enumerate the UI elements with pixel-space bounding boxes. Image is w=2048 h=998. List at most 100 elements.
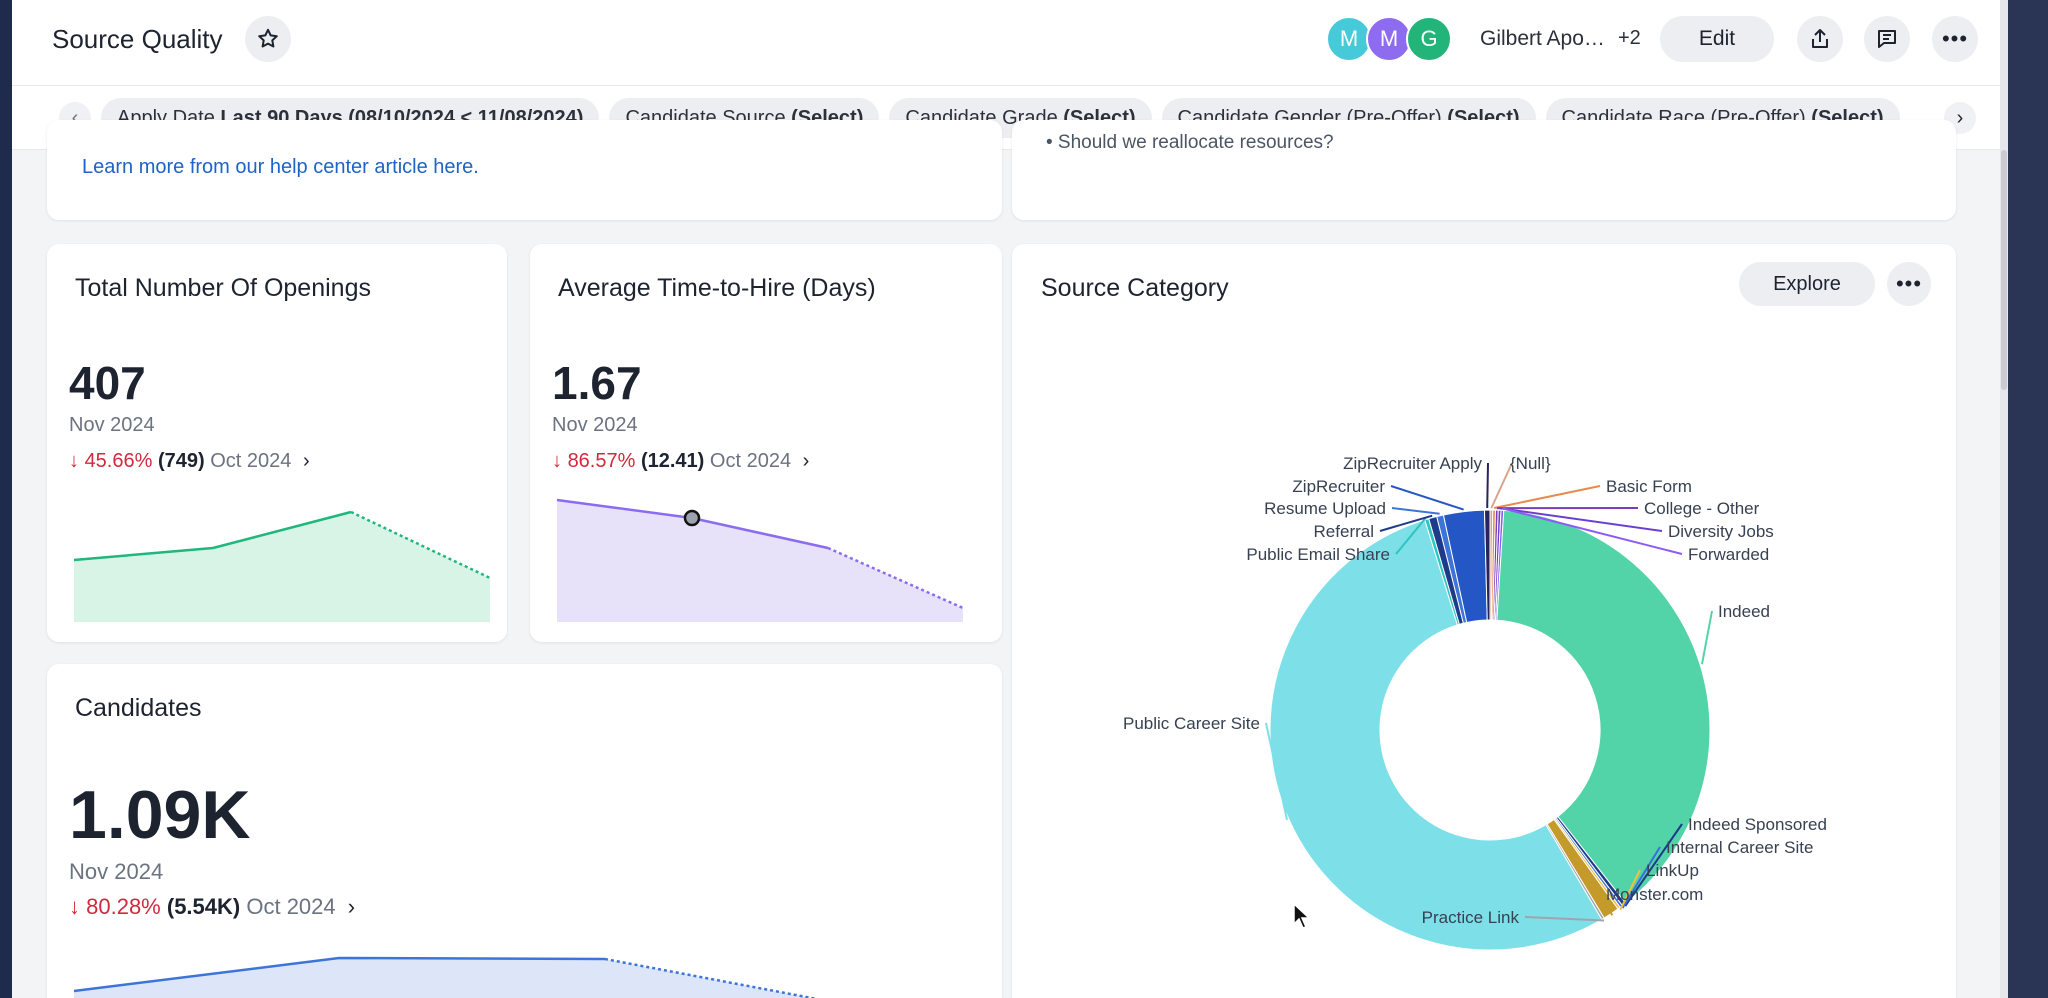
donut-leader-line: [1395, 516, 1427, 555]
card-title: Average Time-to-Hire (Days): [558, 274, 876, 302]
scrollbar-thumb[interactable]: [2001, 150, 2007, 390]
mouse-cursor-icon: [1293, 902, 1311, 929]
donut-leader-line: [1499, 507, 1663, 532]
donut-leader-line: [1265, 722, 1289, 821]
kpi-change[interactable]: ↓ 80.28% (5.54K) Oct 2024 ›: [69, 894, 356, 919]
donut-leader-line: [1493, 485, 1601, 510]
chevron-right-icon: ›: [347, 894, 356, 919]
chevron-left-icon: ‹: [71, 106, 79, 129]
candidates-card: Candidates 1.09K Nov 2024 ↓ 80.28% (5.54…: [47, 664, 1002, 998]
edit-button[interactable]: Edit: [1660, 16, 1774, 62]
kpi-change[interactable]: ↓ 45.66% (749) Oct 2024 ›: [69, 450, 310, 472]
donut-label: Public Email Share: [1246, 545, 1390, 564]
donut-label: Internal Career Site: [1666, 838, 1813, 857]
sparkline-area: [557, 500, 963, 622]
more-dots-icon: •••: [1895, 271, 1923, 296]
donut-leader-line: [1391, 507, 1440, 515]
sparkline-line: [73, 510, 352, 562]
donut-label: Resume Upload: [1264, 499, 1386, 518]
donut-label: ZipRecruiter: [1292, 477, 1385, 496]
openings-sparkline: [73, 510, 491, 622]
sparkline-projection: [350, 510, 491, 580]
card-more-options-button[interactable]: •••: [1887, 262, 1931, 306]
kpi-date: Nov 2024: [69, 859, 164, 884]
kpi-value: 1.09K: [69, 777, 251, 853]
dashboard-header: Source Quality M M G Gilbert Apo… +2 Edi…: [12, 0, 2000, 86]
donut-label: Indeed Sponsored: [1688, 815, 1827, 834]
kpi-date: Nov 2024: [69, 414, 155, 436]
sparkline-projection: [827, 546, 964, 610]
arrow-down-icon: ↓: [69, 894, 80, 919]
avatar[interactable]: M: [1326, 16, 1372, 62]
time-to-hire-sparkline: [556, 498, 964, 622]
favorite-star-button[interactable]: [245, 16, 291, 62]
donut-label: LinkUp: [1646, 861, 1699, 880]
candidates-sparkline: [73, 956, 819, 998]
more-dots-icon: •••: [1941, 26, 1969, 51]
donut-leader-line: [1490, 462, 1513, 509]
help-center-link[interactable]: Learn more from our help center article …: [82, 156, 479, 178]
app-window: Source Quality M M G Gilbert Apo… +2 Edi…: [12, 0, 2000, 998]
insights-card: • Should we reallocate resources?: [1012, 120, 1956, 220]
donut-label: Practice Link: [1422, 908, 1520, 927]
donut-label: College - Other: [1644, 499, 1760, 518]
comments-button[interactable]: [1864, 16, 1910, 62]
source-category-card: Source Category Explore ••• {Null} Basic …: [1012, 244, 1956, 998]
kpi-change[interactable]: ↓ 86.57% (12.41) Oct 2024 ›: [552, 450, 810, 472]
donut-leader-line: [1486, 462, 1489, 509]
sparkline-area: [74, 958, 812, 998]
donut-slice[interactable]: [1269, 519, 1603, 951]
sparkline-line: [73, 956, 606, 993]
comment-icon: [1878, 30, 1896, 48]
card-title: Total Number Of Openings: [75, 274, 371, 302]
donut-label: Monster.com: [1606, 885, 1703, 904]
donut-leader-line: [1621, 846, 1661, 909]
donut-label: Basic Form: [1606, 477, 1692, 496]
donut-label: Indeed: [1718, 602, 1770, 621]
source-category-donut-chart: {Null} Basic Form College - Other Diversity…: [1123, 454, 1827, 951]
share-button[interactable]: [1797, 16, 1843, 62]
insight-text: • Should we reallocate resources?: [1046, 132, 1334, 153]
owner-name[interactable]: Gilbert Apo…: [1480, 27, 1605, 50]
donut-label: Diversity Jobs: [1668, 522, 1774, 541]
explore-button[interactable]: Explore: [1739, 262, 1875, 306]
star-icon: [258, 28, 278, 48]
donut-leader-line: [1379, 514, 1433, 532]
donut-leader-line: [1701, 610, 1713, 665]
donut-leader-line: [1624, 823, 1683, 907]
avatar[interactable]: G: [1406, 16, 1452, 62]
donut-label: Referral: [1314, 522, 1374, 541]
share-icon: [1812, 29, 1828, 48]
kpi-value: 407: [69, 357, 146, 409]
more-options-button[interactable]: •••: [1932, 16, 1978, 62]
arrow-down-icon: ↓: [552, 450, 562, 472]
more-collaborators-count[interactable]: +2: [1618, 27, 1641, 49]
page-title: Source Quality: [52, 24, 223, 54]
background-window-edge: [2000, 0, 2048, 998]
time-to-hire-card: Average Time-to-Hire (Days) 1.67 Nov 202…: [530, 244, 1002, 642]
sparkline-projection: [604, 957, 819, 998]
donut-label: Public Career Site: [1123, 714, 1260, 733]
donut-leader-line: [1524, 916, 1605, 922]
donut-label: Forwarded: [1688, 545, 1769, 564]
donut-leader-line: [1502, 507, 1683, 555]
donut-slice[interactable]: [1496, 509, 1711, 904]
donut-leader-line: [1390, 485, 1464, 511]
donut-label: ZipRecruiter Apply: [1343, 454, 1482, 473]
sparkline-area: [74, 512, 490, 622]
arrow-down-icon: ↓: [69, 450, 79, 472]
chevron-right-icon: ›: [802, 450, 810, 472]
donut-leader-line: [1619, 869, 1641, 911]
openings-card: Total Number Of Openings 407 Nov 2024 ↓ …: [47, 244, 507, 642]
page-scrollbar[interactable]: [2000, 0, 2008, 998]
card-title: Source Category: [1041, 274, 1229, 302]
help-card: Learn more from our help center article …: [47, 120, 1002, 220]
avatar[interactable]: M: [1366, 16, 1412, 62]
donut-leader-line: [1599, 893, 1614, 916]
sparkline-point[interactable]: [683, 509, 701, 527]
donut-slice[interactable]: [1483, 509, 1491, 621]
kpi-value: 1.67: [552, 357, 642, 409]
chevron-right-icon: ›: [302, 450, 310, 472]
chevron-right-icon: ›: [1956, 106, 1964, 129]
card-title: Candidates: [75, 694, 202, 722]
